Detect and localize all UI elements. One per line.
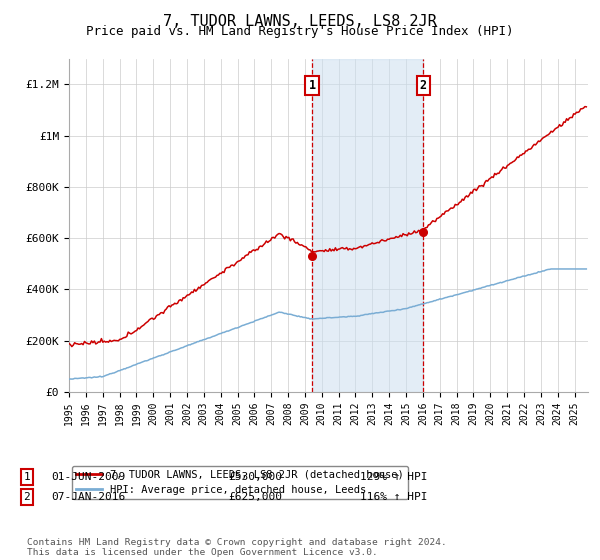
Text: 1: 1: [308, 79, 316, 92]
Text: Price paid vs. HM Land Registry's House Price Index (HPI): Price paid vs. HM Land Registry's House …: [86, 25, 514, 38]
Text: 01-JUN-2009: 01-JUN-2009: [51, 472, 125, 482]
Text: 2: 2: [419, 79, 427, 92]
Text: 116% ↑ HPI: 116% ↑ HPI: [360, 492, 427, 502]
Legend: 7, TUDOR LAWNS, LEEDS, LS8 2JR (detached house), HPI: Average price, detached ho: 7, TUDOR LAWNS, LEEDS, LS8 2JR (detached…: [71, 465, 408, 499]
Text: Contains HM Land Registry data © Crown copyright and database right 2024.
This d: Contains HM Land Registry data © Crown c…: [27, 538, 447, 557]
Bar: [312, 59, 423, 392]
Text: 129% ↑ HPI: 129% ↑ HPI: [360, 472, 427, 482]
Text: 2: 2: [23, 492, 31, 502]
Text: 07-JAN-2016: 07-JAN-2016: [51, 492, 125, 502]
Text: £530,000: £530,000: [228, 472, 282, 482]
Text: 7, TUDOR LAWNS, LEEDS, LS8 2JR: 7, TUDOR LAWNS, LEEDS, LS8 2JR: [163, 14, 437, 29]
Text: 1: 1: [23, 472, 31, 482]
Text: £625,000: £625,000: [228, 492, 282, 502]
